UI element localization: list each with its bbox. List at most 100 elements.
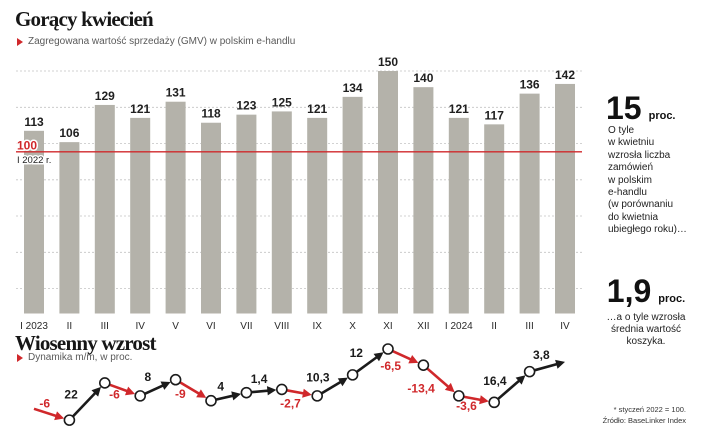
bar — [236, 114, 257, 314]
x-tick-label: IV — [135, 321, 145, 332]
line-chart-subtitle: Dynamika m/m, w proc. — [16, 352, 132, 364]
bar-value-label: 140 — [413, 71, 433, 85]
arrowhead — [91, 386, 102, 397]
line-chart-title: Wiosenny wzrost — [15, 331, 156, 355]
change-label: 12 — [350, 346, 364, 360]
bar — [378, 71, 398, 314]
x-tick-label: IX — [312, 321, 322, 332]
description-line: do kwietnia — [608, 211, 659, 223]
line-chart-subtitle-text: Dynamika m/m, w proc. — [28, 352, 133, 363]
point-marker — [488, 396, 501, 409]
bar — [448, 117, 469, 314]
change-segment — [286, 389, 306, 395]
change-label: 8 — [145, 370, 152, 384]
change-label: -3,6 — [456, 399, 477, 413]
point-marker — [346, 369, 359, 381]
stat-orders-value: 15 — [606, 90, 642, 126]
change-label: -2,7 — [280, 397, 301, 411]
stat-orders-unit: proc. — [648, 110, 676, 122]
change-label: 22 — [64, 388, 78, 402]
bar-value-label: 121 — [449, 102, 469, 116]
point-marker — [275, 383, 288, 396]
point-marker — [99, 377, 111, 389]
change-segment — [109, 383, 129, 393]
bar-value-label: 121 — [130, 102, 150, 116]
arrowhead — [160, 381, 171, 390]
x-tick-label: V — [172, 321, 179, 332]
change-segment — [33, 407, 58, 418]
point-marker — [452, 390, 465, 402]
arrowhead — [196, 389, 207, 398]
bar-value-labels: 113 106 129 121 131 118 123 125 121 134 150 140 121 1… — [24, 55, 575, 140]
description-line: wzrosła liczba — [608, 149, 671, 161]
change-segment — [355, 355, 379, 373]
description-line: e-handlu — [608, 187, 647, 199]
bar-value-label: 129 — [95, 89, 115, 103]
reference-line-group: 100 I 2022 r. — [16, 137, 582, 167]
point-marker — [169, 373, 182, 386]
reference-line-note: I 2022 r. — [17, 155, 51, 166]
chart-subtitle: Zagregowana wartość sprzedaży (GMV) w po… — [16, 36, 295, 48]
bar — [59, 142, 80, 314]
change-segment — [179, 381, 201, 396]
x-tick-label: X — [349, 321, 356, 332]
change-segment — [497, 378, 522, 401]
bar-value-label: 142 — [555, 68, 575, 82]
bar-value-label: 118 — [201, 107, 221, 121]
point-marker — [240, 386, 253, 399]
change-label: 16,4 — [483, 374, 507, 388]
change-label: 1,4 — [251, 372, 268, 386]
bar — [307, 117, 328, 314]
x-tick-label: II — [491, 321, 497, 332]
bar-value-label: 136 — [520, 78, 540, 92]
change-label: -6,5 — [380, 359, 401, 373]
bar — [201, 122, 221, 314]
change-label: -6 — [39, 396, 50, 410]
arrowhead — [266, 386, 277, 396]
arrowhead — [555, 359, 565, 369]
bar-value-label: 113 — [24, 115, 44, 129]
change-label: -9 — [175, 387, 186, 401]
point-marker — [63, 414, 76, 426]
change-segment — [144, 383, 165, 395]
x-tick-label: XI — [383, 321, 392, 332]
reference-line-label: 100 — [17, 138, 37, 152]
bar — [271, 111, 292, 314]
arrowhead — [444, 382, 455, 393]
change-segments — [33, 349, 565, 421]
bar — [165, 101, 186, 314]
arrowhead — [408, 354, 419, 364]
x-axis-tick-labels: I 2023 II III IV V VI VII VIII IX X XI XII I 2024 II I… — [20, 321, 570, 332]
bar-value-label: 117 — [485, 108, 505, 122]
bar — [519, 93, 540, 314]
bar — [24, 130, 44, 314]
bar — [94, 104, 115, 314]
arrowhead — [515, 375, 526, 385]
bar-value-label: 150 — [378, 55, 398, 69]
description-line: w kwietniu — [608, 137, 655, 149]
x-tick-label: VI — [206, 321, 215, 332]
arrowhead — [337, 377, 348, 387]
line-chart: -6 22 -6 8 -9 4 1,4 -2,7 10,3 12 -6,5 -13,4 -3,6 16,4… — [33, 343, 565, 426]
arrowhead — [479, 395, 489, 405]
bar — [555, 83, 575, 314]
change-labels: -6 22 -6 8 -9 4 1,4 -2,7 10,3 12 -6,5 -13,4 -3,6 16,4… — [39, 346, 550, 413]
stat-basket-unit: proc. — [658, 293, 686, 305]
change-label: 4 — [217, 380, 224, 394]
change-segment — [71, 391, 98, 418]
bar — [130, 117, 151, 314]
footnote-source: Źródło: BaseLinker Index — [602, 416, 686, 425]
footnote: * styczeń 2022 = 100. Źródło: BaseLinker… — [603, 404, 686, 426]
change-label: -6 — [109, 387, 120, 401]
description-line: …a o tyle wzrosła — [606, 312, 686, 323]
x-tick-label: III — [101, 321, 109, 332]
stat-basket-headline: 1,9 proc. — [596, 275, 696, 307]
chart-title: Gorący kwiecień — [15, 7, 154, 31]
stat-basket-value: 1,9 — [606, 273, 652, 309]
stat-orders-description: O tyle w kwietniu wzrosła liczba zamówie… — [608, 125, 687, 237]
bar-value-label: 123 — [236, 99, 256, 113]
description-line: średnia wartość — [610, 323, 682, 335]
arrowhead — [302, 388, 312, 398]
arrowhead — [231, 391, 242, 401]
red-triangle-icon — [17, 38, 23, 46]
